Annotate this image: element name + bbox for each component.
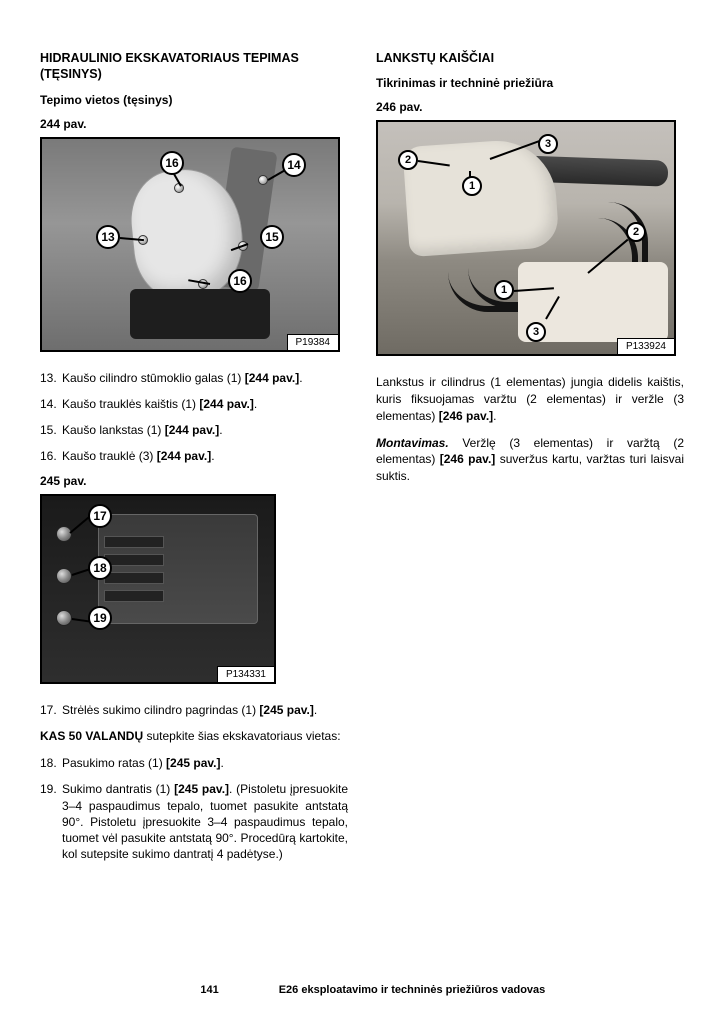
figure-246: 2 1 3 2 1 3 P133924 <box>376 120 676 356</box>
section-subheading: Tikrinimas ir techninė priežiūra <box>376 76 684 90</box>
callout-15: 15 <box>260 225 284 249</box>
list-244: 13.Kaušo cilindro stūmoklio galas (1) [2… <box>40 370 348 465</box>
section-heading: LANKSTŲ KAIŠČIAI <box>376 50 684 66</box>
figure-label: 245 pav. <box>40 474 348 488</box>
list-item: 19.Sukimo dantratis (1) [245 pav.]. (Pis… <box>40 781 348 862</box>
list-item: 14.Kaušo trauklės kaištis (1) [244 pav.]… <box>40 396 348 412</box>
figure-label: 244 pav. <box>40 117 348 131</box>
list-item: 13.Kaušo cilindro stūmoklio galas (1) [2… <box>40 370 348 386</box>
callout-13: 13 <box>96 225 120 249</box>
figure-244: 16 14 13 15 16 P19384 <box>40 137 340 352</box>
callout-19: 19 <box>88 606 112 630</box>
paragraph: Montavimas. Veržlę (3 elementas) ir varž… <box>376 435 684 485</box>
section-heading: HIDRAULINIO EKSKAVATORIAUS TEPIMAS (TĘSI… <box>40 50 348 83</box>
figure-code: P19384 <box>287 334 338 350</box>
left-column: HIDRAULINIO EKSKAVATORIAUS TEPIMAS (TĘSI… <box>40 50 348 872</box>
figure-245: 17 18 19 P134331 <box>40 494 276 684</box>
list-item: 18.Pasukimo ratas (1) [245 pav.]. <box>40 755 348 771</box>
list-item: 17.Strėlės sukimo cilindro pagrindas (1)… <box>40 702 348 718</box>
paragraph: Lankstus ir cilindrus (1 elementas) jung… <box>376 374 684 424</box>
list-item: 15.Kaušo lankstas (1) [244 pav.]. <box>40 422 348 438</box>
page-number: 141 <box>179 984 219 996</box>
callout-16: 16 <box>160 151 184 175</box>
callout-14: 14 <box>282 153 306 177</box>
figure-code: P133924 <box>617 338 674 354</box>
callout-16: 16 <box>228 269 252 293</box>
right-column: LANKSTŲ KAIŠČIAI Tikrinimas ir techninė … <box>376 50 684 872</box>
callout-3: 3 <box>538 134 558 154</box>
list-item: 16.Kaušo trauklė (3) [244 pav.]. <box>40 448 348 464</box>
figure-label: 246 pav. <box>376 100 684 114</box>
figure-code: P134331 <box>217 666 274 682</box>
interval-note: KAS 50 VALANDŲ sutepkite šias ekskavator… <box>40 728 348 745</box>
section-subheading: Tepimo vietos (tęsinys) <box>40 93 348 107</box>
page-footer: 141 E26 eksploatavimo ir techninės priež… <box>0 984 724 996</box>
footer-title: E26 eksploatavimo ir techninės priežiūro… <box>279 984 546 996</box>
